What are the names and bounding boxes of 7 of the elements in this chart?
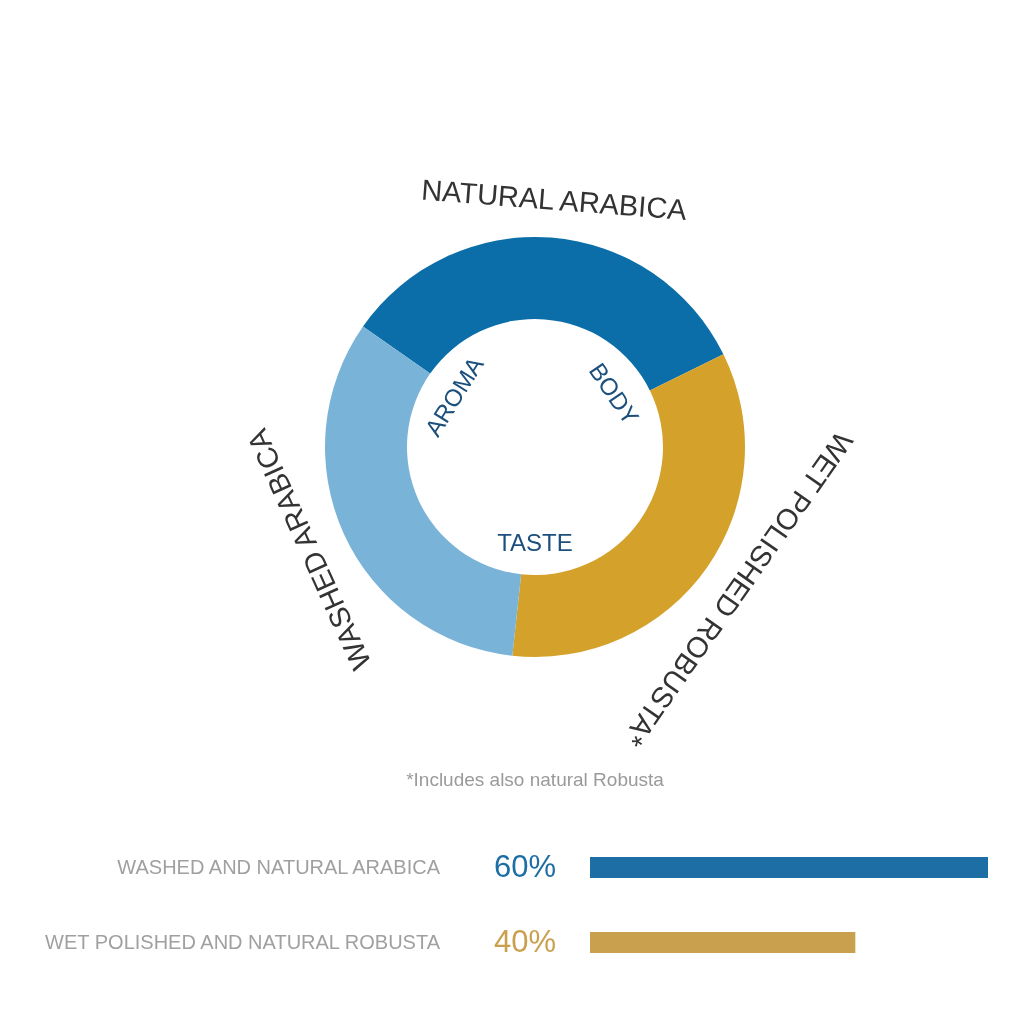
text: TASTE — [497, 529, 573, 556]
text: *Includes also natural Robusta — [406, 769, 665, 790]
data-label: 40% — [493, 923, 556, 959]
slice-label: NATURAL ARABICA — [420, 173, 689, 226]
data-label: 60% — [493, 848, 556, 884]
y-tick-label: WET POLISHED AND NATURAL ROBUSTA — [45, 930, 441, 953]
y-tick-label: WASHED AND NATURAL ARABICA — [117, 855, 441, 878]
